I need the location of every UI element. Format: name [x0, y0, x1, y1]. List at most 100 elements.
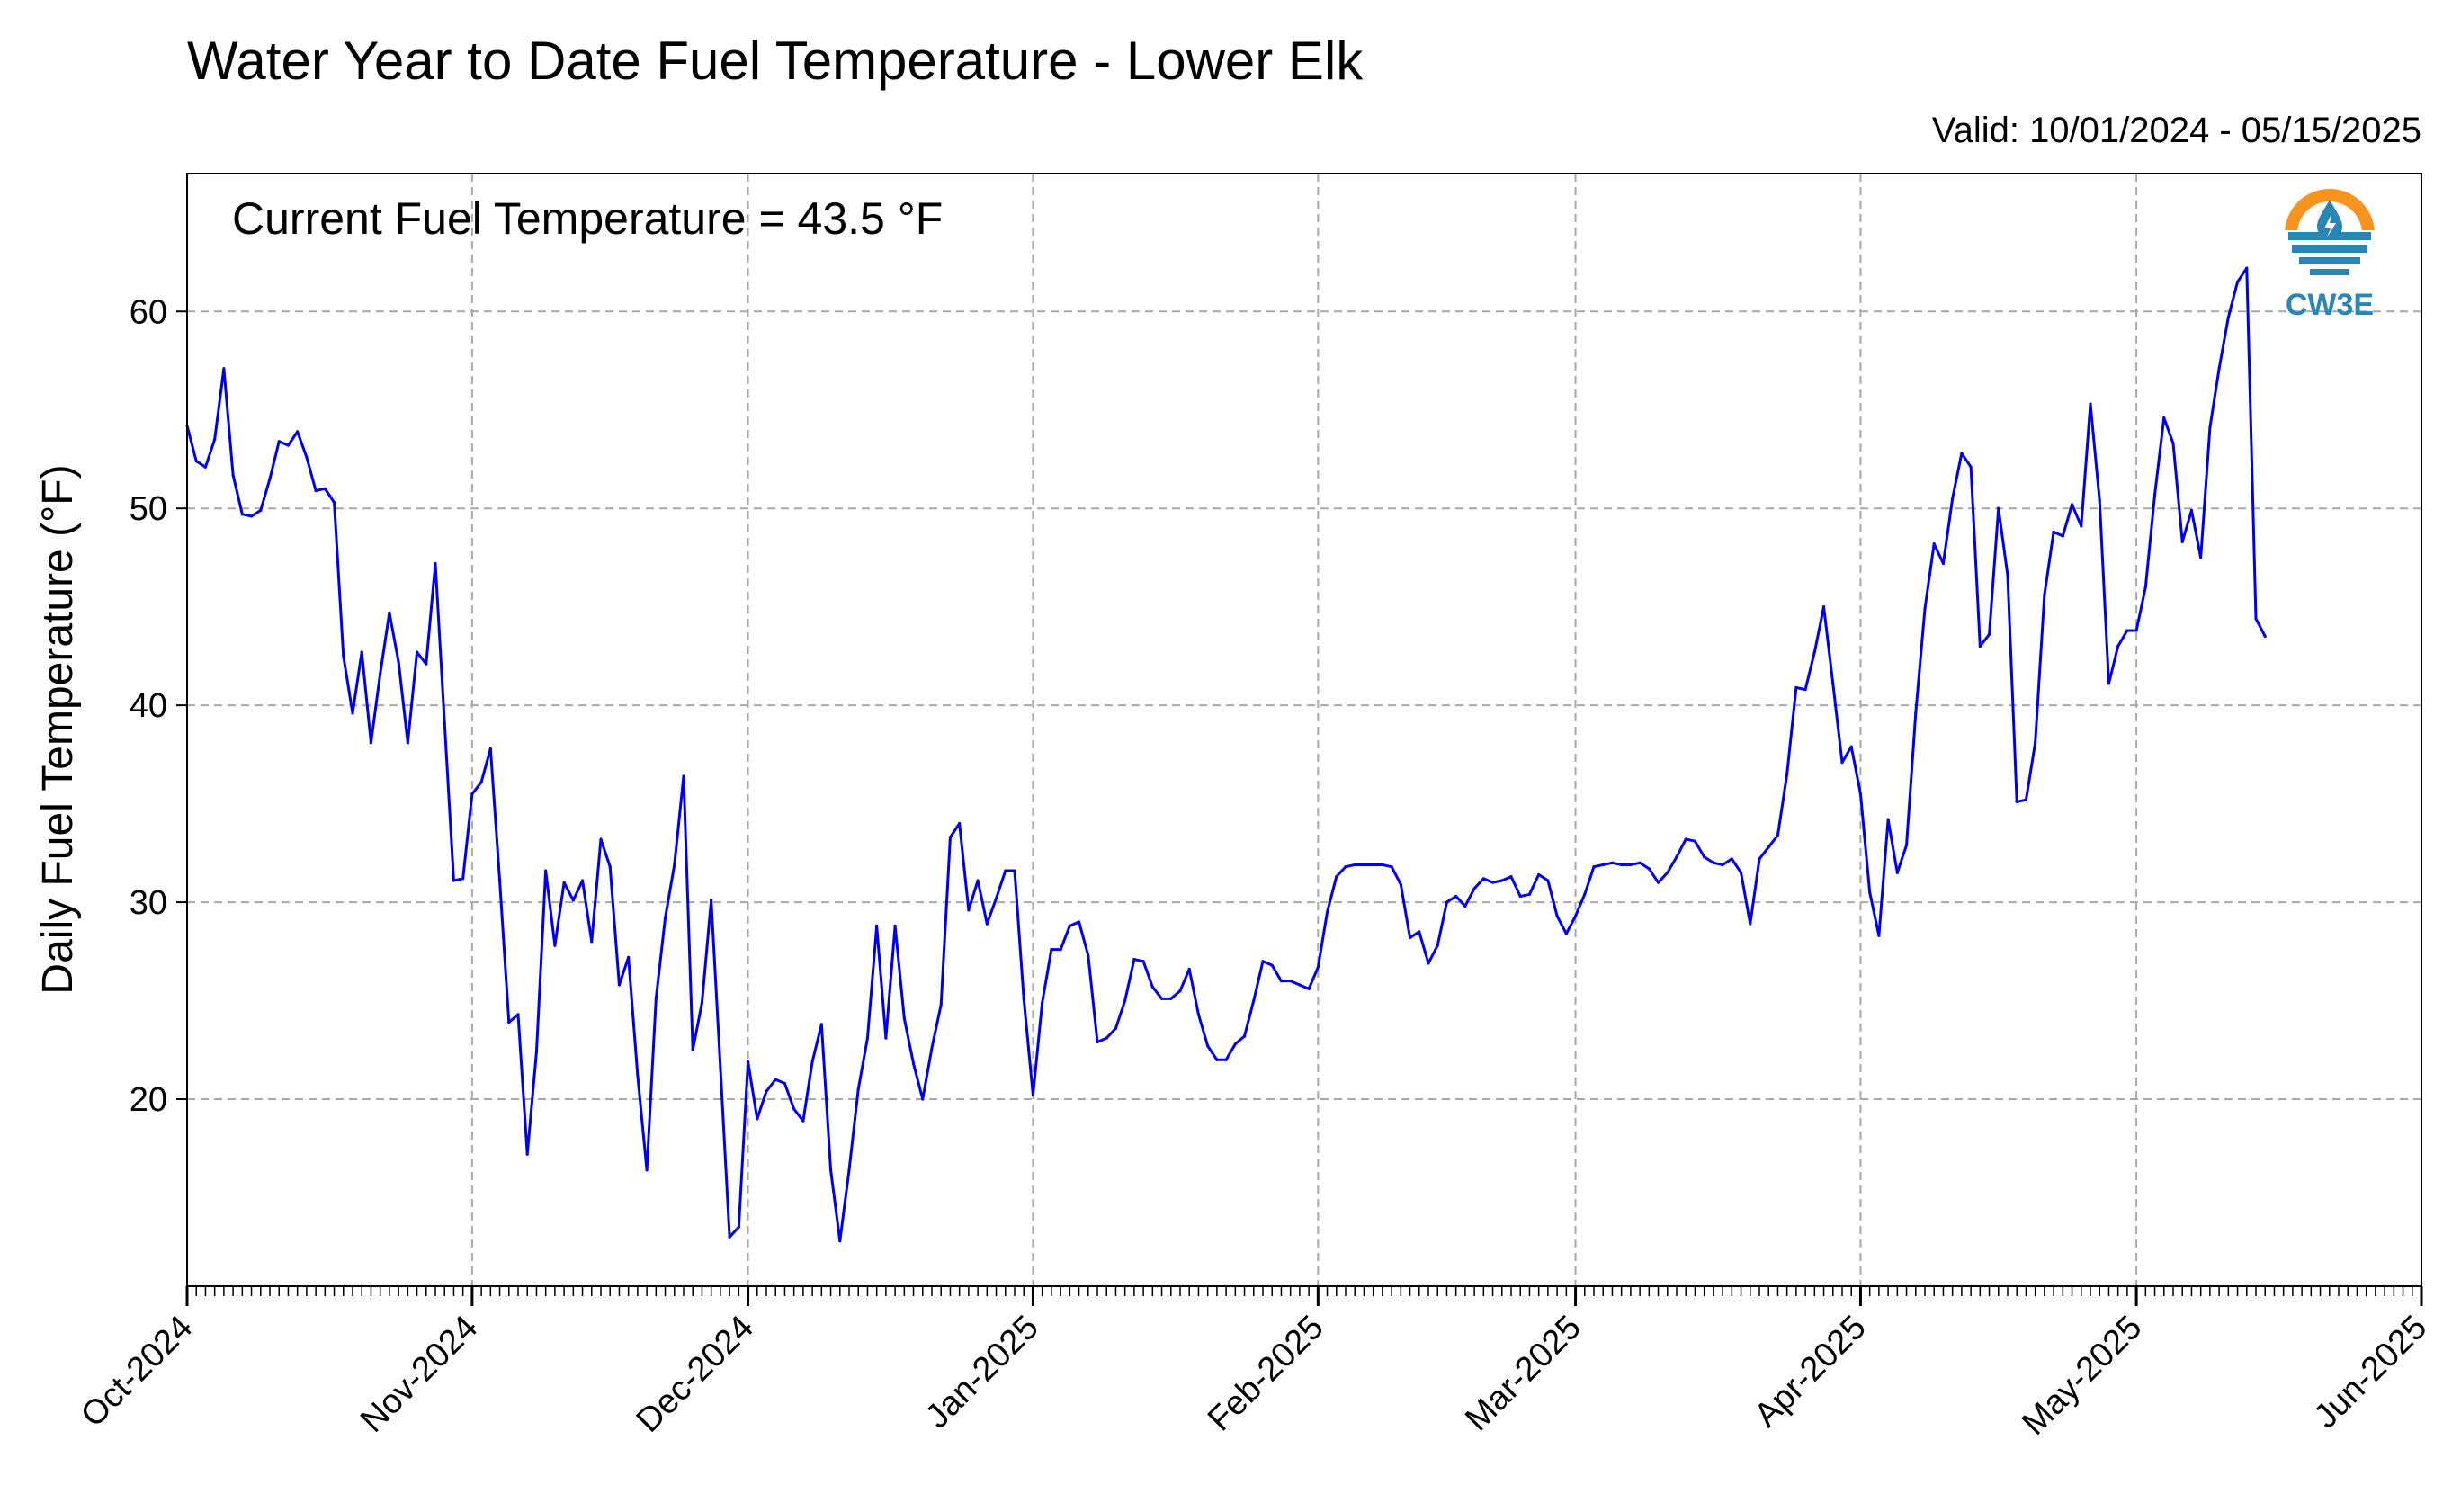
data-point [434, 561, 437, 566]
data-point [865, 1036, 870, 1040]
data-point [1408, 935, 1412, 940]
data-point [323, 487, 327, 490]
data-point [360, 650, 363, 654]
data-point [1307, 987, 1311, 990]
data-point [1877, 934, 1881, 937]
data-point [1270, 963, 1274, 967]
data-point [746, 1060, 750, 1064]
data-point [783, 1081, 787, 1086]
data-point [268, 477, 272, 480]
cw3e-logo-text: CW3E [2286, 288, 2374, 322]
data-point [2098, 498, 2101, 503]
data-point [1169, 997, 1173, 1000]
y-tick-label: 50 [130, 490, 167, 528]
data-point [1951, 497, 1955, 500]
data-point [617, 983, 622, 987]
data-point [948, 836, 953, 839]
data-point [1289, 980, 1293, 983]
data-point [1647, 867, 1651, 871]
data-point [645, 1168, 649, 1172]
data-point [1592, 865, 1596, 869]
data-point [379, 672, 382, 675]
data-point [425, 662, 428, 666]
data-point [1335, 875, 1338, 879]
data-point [516, 1013, 520, 1016]
data-point [1895, 871, 1899, 874]
data-point [636, 1074, 640, 1078]
data-point [544, 869, 548, 872]
data-point [1362, 863, 1366, 867]
data-point [2134, 629, 2138, 632]
data-point [654, 997, 658, 1000]
data-point [774, 1078, 777, 1081]
data-point [1712, 861, 1715, 864]
data-point [1041, 1001, 1044, 1005]
data-point [388, 611, 391, 614]
x-tick-label: Feb-2025 [1201, 1309, 1331, 1439]
data-point [1490, 881, 1495, 884]
data-point [1114, 1026, 1118, 1030]
data-point [1601, 863, 1605, 867]
x-axis-ticks: Oct-2024 Nov-2024 Dec-2024 Jan-2025 Feb-2025… [74, 1286, 2434, 1443]
x-tick-label: Oct-2024 [74, 1309, 200, 1435]
data-point [1381, 863, 1384, 867]
chart-title: Water Year to Date Fuel Temperature - Lo… [187, 31, 1364, 91]
data-point [2217, 367, 2221, 371]
y-tick-label: 20 [130, 1081, 167, 1119]
data-point [1418, 930, 1421, 934]
data-point [332, 501, 336, 505]
data-point [1087, 953, 1090, 957]
data-point [415, 650, 419, 654]
data-point [2199, 556, 2203, 559]
data-point [1472, 887, 1476, 890]
data-point [1325, 910, 1329, 914]
data-point [1261, 960, 1265, 963]
data-point [1758, 857, 1761, 861]
data-point [1831, 682, 1835, 685]
data-point [1096, 1040, 1099, 1044]
data-point [1215, 1058, 1219, 1061]
data-point [314, 488, 318, 493]
data-point [810, 1060, 814, 1064]
data-point [1941, 561, 1946, 566]
data-point [1703, 855, 1706, 859]
data-point [2171, 442, 2175, 445]
data-point [1390, 865, 1393, 869]
data-point [2116, 644, 2120, 649]
data-point [369, 741, 373, 745]
data-point [1150, 985, 1154, 989]
data-point [801, 1119, 805, 1123]
data-point [1481, 877, 1485, 881]
data-point [1077, 920, 1081, 924]
data-point [277, 440, 281, 443]
data-point [1914, 711, 1918, 715]
x-tick-label: Jan-2025 [918, 1309, 1046, 1436]
data-point [1013, 869, 1016, 872]
data-point [1372, 863, 1375, 867]
data-point [1178, 989, 1182, 993]
data-point [1068, 924, 1071, 927]
data-point [525, 1152, 529, 1156]
cw3e-logo-icon [2281, 189, 2378, 282]
data-point [1849, 745, 1853, 748]
data-point [967, 908, 971, 912]
data-point [902, 1016, 906, 1020]
data-point [1666, 871, 1669, 874]
data-point [2107, 682, 2111, 685]
data-point [1344, 865, 1347, 869]
data-point [673, 863, 676, 867]
data-point [756, 1117, 759, 1121]
data-point [2208, 425, 2212, 430]
data-point [240, 513, 244, 516]
data-point [2061, 534, 2064, 538]
data-point [1638, 861, 1642, 864]
data-point [939, 1003, 943, 1007]
data-point [1454, 894, 1458, 899]
data-point [590, 940, 594, 944]
data-point [1794, 685, 1798, 690]
data-point [2024, 798, 2028, 801]
data-point [2180, 540, 2184, 544]
data-point [1776, 834, 1780, 837]
data-point [443, 721, 446, 725]
